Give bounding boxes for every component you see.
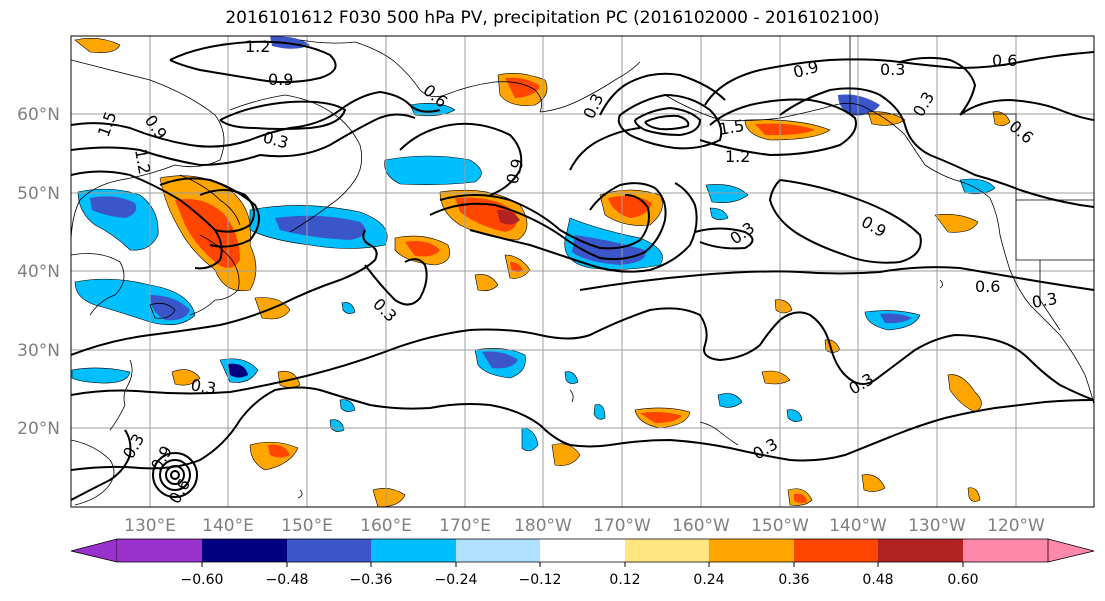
contour-label: 0.9 (503, 157, 528, 187)
lon-label: 170°W (593, 516, 651, 536)
colorbar-bin (456, 539, 540, 562)
lon-label: 150°W (751, 516, 809, 536)
contour-label: 0.3 (189, 375, 217, 398)
lon-label: 160°E (360, 516, 412, 536)
colorbar-tick-label: 0.60 (947, 572, 978, 588)
contour-labels: 1.2 0.9 0.6 0.3 0.9 1.2 1.5 0.3 0.9 0.3 … (94, 37, 1059, 507)
contour-label: 1.2 (725, 147, 750, 166)
colorbar-bin (202, 539, 287, 562)
colorbar-extend-high (1047, 538, 1095, 563)
lon-label: 150°E (281, 516, 333, 536)
colorbar-tick-label: 0.36 (778, 572, 809, 588)
colorbar-bin (625, 539, 709, 562)
contour-label: 0.9 (791, 57, 821, 82)
lon-label: 130°E (124, 516, 176, 536)
colorbar-tick-label: −0.12 (519, 572, 562, 588)
contour-label: 1.5 (717, 116, 745, 139)
contour-label: 0.9 (268, 70, 293, 89)
lat-label: 60°N (17, 105, 60, 125)
contour-label: 0.6 (992, 51, 1017, 70)
colorbar-tick-label: −0.24 (435, 572, 478, 588)
colorbar-bin (540, 539, 625, 562)
colorbar-bin (287, 539, 371, 562)
contour-label: 1.2 (245, 37, 270, 56)
colorbar-bin (878, 539, 963, 562)
colorbar-tick-label: −0.48 (266, 572, 309, 588)
lon-label: 180°W (514, 516, 572, 536)
colorbar-tick-label: −0.36 (350, 572, 393, 588)
colorbar-bin (963, 539, 1048, 562)
contour-label: 0.9 (858, 212, 890, 241)
lon-label: 140°E (202, 516, 254, 536)
contour-label: 0.3 (1030, 289, 1058, 312)
lon-label: 120°W (987, 516, 1045, 536)
contour-label: 0.9 (141, 111, 171, 143)
colorbar-tick-label: 0.48 (862, 572, 893, 588)
contour-label: 0.3 (261, 128, 291, 153)
contour-label: 1.2 (131, 147, 154, 175)
pv-contours (71, 40, 1094, 501)
colorbar-bin (371, 539, 456, 562)
colorbar-bin (117, 539, 202, 562)
contour-label: 0.3 (119, 430, 148, 462)
contour-label: 0.6 (1005, 117, 1037, 148)
lat-label: 50°N (17, 184, 60, 204)
latitude-labels: 60°N 50°N 40°N 30°N 20°N (17, 105, 60, 439)
colorbar-tick-label: 0.24 (693, 572, 724, 588)
colorbar-bin (794, 539, 878, 562)
colorbar-extend-low (70, 538, 118, 563)
lon-label: 130°W (908, 516, 966, 536)
map-frame (70, 35, 1095, 508)
lat-label: 40°N (17, 262, 60, 282)
contour-label: 0.3 (909, 88, 938, 120)
contour-label: 0.6 (975, 277, 1000, 296)
lat-label: 30°N (17, 341, 60, 361)
lat-label: 20°N (17, 419, 60, 439)
map-title: 2016101612 F030 500 hPa PV, precipitatio… (225, 8, 880, 28)
colorbar-tick-label: −0.60 (181, 572, 224, 588)
contour-label: 0.3 (579, 91, 607, 122)
lon-label: 160°W (672, 516, 730, 536)
colorbar: −0.60 −0.48 −0.36 −0.24 −0.12 0.12 0.24 … (70, 538, 1095, 588)
contour-label: 0.3 (726, 218, 758, 248)
contour-label: 0.3 (846, 369, 878, 398)
colorbar-tick-label: 0.12 (609, 572, 640, 588)
contour-label: 0.3 (369, 294, 400, 325)
colorbar-bin (709, 539, 794, 562)
contour-label: 0.3 (750, 434, 782, 463)
lon-label: 140°W (829, 516, 887, 536)
longitude-labels: 130°E 140°E 150°E 160°E 170°E 180°W 170°… (124, 516, 1045, 536)
lon-label: 170°E (439, 516, 491, 536)
contour-label: 0.3 (880, 60, 905, 79)
